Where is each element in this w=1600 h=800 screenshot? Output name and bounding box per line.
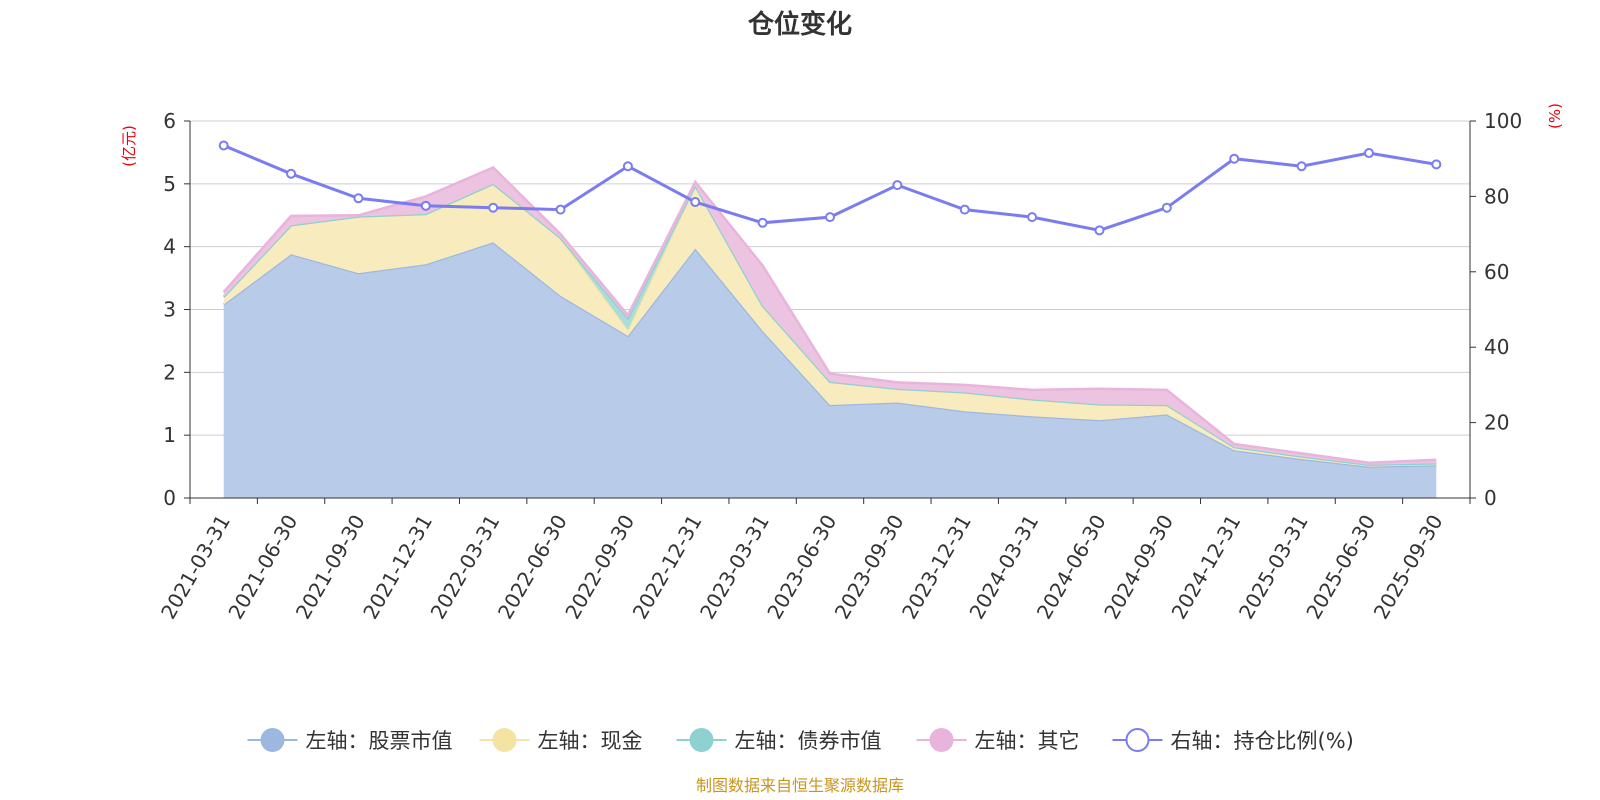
x-axis-tick-label: 2021-03-31	[156, 511, 235, 624]
left-axis-tick-label: 2	[163, 360, 176, 384]
legend-item: 右轴：持仓比例(%)	[1112, 728, 1354, 753]
legend-label: 左轴：债券市值	[735, 729, 882, 753]
holding-ratio-point	[1229, 153, 1240, 164]
x-axis-tick-label: 2024-03-31	[964, 511, 1043, 624]
legend-marker	[929, 728, 954, 752]
legend-label: 左轴：其它	[975, 729, 1080, 753]
source-note: 制图数据来自恒生聚源数据库	[696, 776, 904, 795]
left-axis-unit: (亿元)	[120, 125, 138, 167]
x-axis-tick-label: 2022-03-31	[426, 511, 505, 624]
x-axis-tick-label: 2025-03-31	[1234, 511, 1313, 624]
x-axis-tick-label: 2023-12-31	[897, 511, 976, 624]
holding-ratio-point	[959, 204, 970, 215]
area-series-1	[223, 183, 1437, 467]
x-axis-tick-label: 2023-06-30	[762, 511, 841, 624]
legend-label: 左轴：股票市值	[306, 729, 453, 753]
area-series-0	[223, 242, 1437, 498]
legend-item: 左轴：其它	[916, 728, 1080, 753]
right-axis-tick-label: 20	[1484, 411, 1509, 435]
stacked-areas	[222, 166, 1437, 498]
legend-marker	[260, 728, 285, 752]
holding-ratio-point	[892, 180, 903, 191]
holding-ratio-point	[1431, 159, 1442, 170]
x-axis-tick-label: 2021-12-31	[358, 510, 437, 623]
right-axis-tick-label: 40	[1484, 335, 1509, 359]
right-axis-tick-label: 60	[1484, 260, 1509, 284]
holding-ratio-point	[622, 161, 633, 172]
x-axis-tick-label: 2024-06-30	[1032, 511, 1111, 624]
legend-item: 左轴：现金	[479, 728, 643, 753]
holding-ratio-line	[218, 140, 1442, 236]
left-axis-tick-label: 3	[163, 298, 176, 322]
legend-item: 左轴：股票市值	[247, 728, 453, 753]
chart-title: 仓位变化	[747, 9, 852, 40]
holding-ratio-point	[1094, 225, 1105, 236]
holding-ratio-point	[1363, 148, 1374, 159]
x-axis-tick-label: 2025-06-30	[1301, 511, 1380, 624]
area-series-edge-3	[222, 166, 1437, 465]
holding-ratio-point	[218, 140, 229, 151]
right-axis-tick-label: 100	[1484, 109, 1522, 133]
legend-marker	[492, 728, 517, 752]
x-axis-tick-label: 2022-06-30	[493, 511, 572, 624]
left-axis-tick-label: 5	[163, 172, 176, 196]
x-axis-tick-label: 2024-09-30	[1099, 511, 1178, 624]
holding-ratio-point	[825, 212, 835, 223]
holding-ratio-point	[286, 168, 297, 179]
x-axis-tick-label: 2022-12-31	[628, 511, 707, 624]
legend-label: 左轴：现金	[538, 729, 643, 753]
x-axis-tick-label: 2021-06-30	[223, 511, 302, 624]
holding-ratio-point	[420, 200, 431, 211]
holding-ratio-point	[353, 193, 364, 204]
x-axis-tick-label: 2021-09-30	[291, 511, 370, 624]
holding-ratio-point	[555, 204, 566, 215]
left-axis-tick-label: 0	[163, 486, 176, 510]
x-axis-tick-label: 2022-09-30	[560, 511, 639, 624]
holding-ratio-point	[1296, 161, 1307, 172]
holding-ratio-point	[488, 202, 499, 213]
x-axis-tick-label: 2023-03-31	[695, 511, 774, 624]
x-axis-tick-label: 2024-12-31	[1167, 511, 1246, 624]
holding-ratio-point	[1161, 202, 1172, 213]
x-axis-tick-label: 2025-09-30	[1369, 511, 1448, 624]
right-axis-tick-label: 80	[1484, 184, 1509, 208]
legend-marker	[1125, 728, 1150, 752]
legend-marker	[689, 728, 714, 752]
right-axis-tick-label: 0	[1484, 486, 1497, 510]
legend: 左轴：股票市值 左轴：现金 左轴：债券市值 左轴：其它 右轴：持仓比例(%)	[247, 728, 1354, 753]
left-axis-tick-label: 4	[163, 235, 176, 259]
legend-label: 右轴：持仓比例(%)	[1171, 729, 1354, 753]
left-axis-tick-label: 1	[163, 423, 176, 447]
holding-ratio-point	[757, 217, 768, 228]
legend-item: 左轴：债券市值	[676, 728, 882, 753]
holding-ratio-point	[1027, 212, 1038, 223]
holding-ratio-point	[690, 197, 701, 208]
right-axis-unit: (%)	[1546, 103, 1564, 129]
x-axis-tick-label: 2023-09-30	[830, 511, 909, 624]
left-axis-tick-label: 6	[163, 109, 176, 133]
